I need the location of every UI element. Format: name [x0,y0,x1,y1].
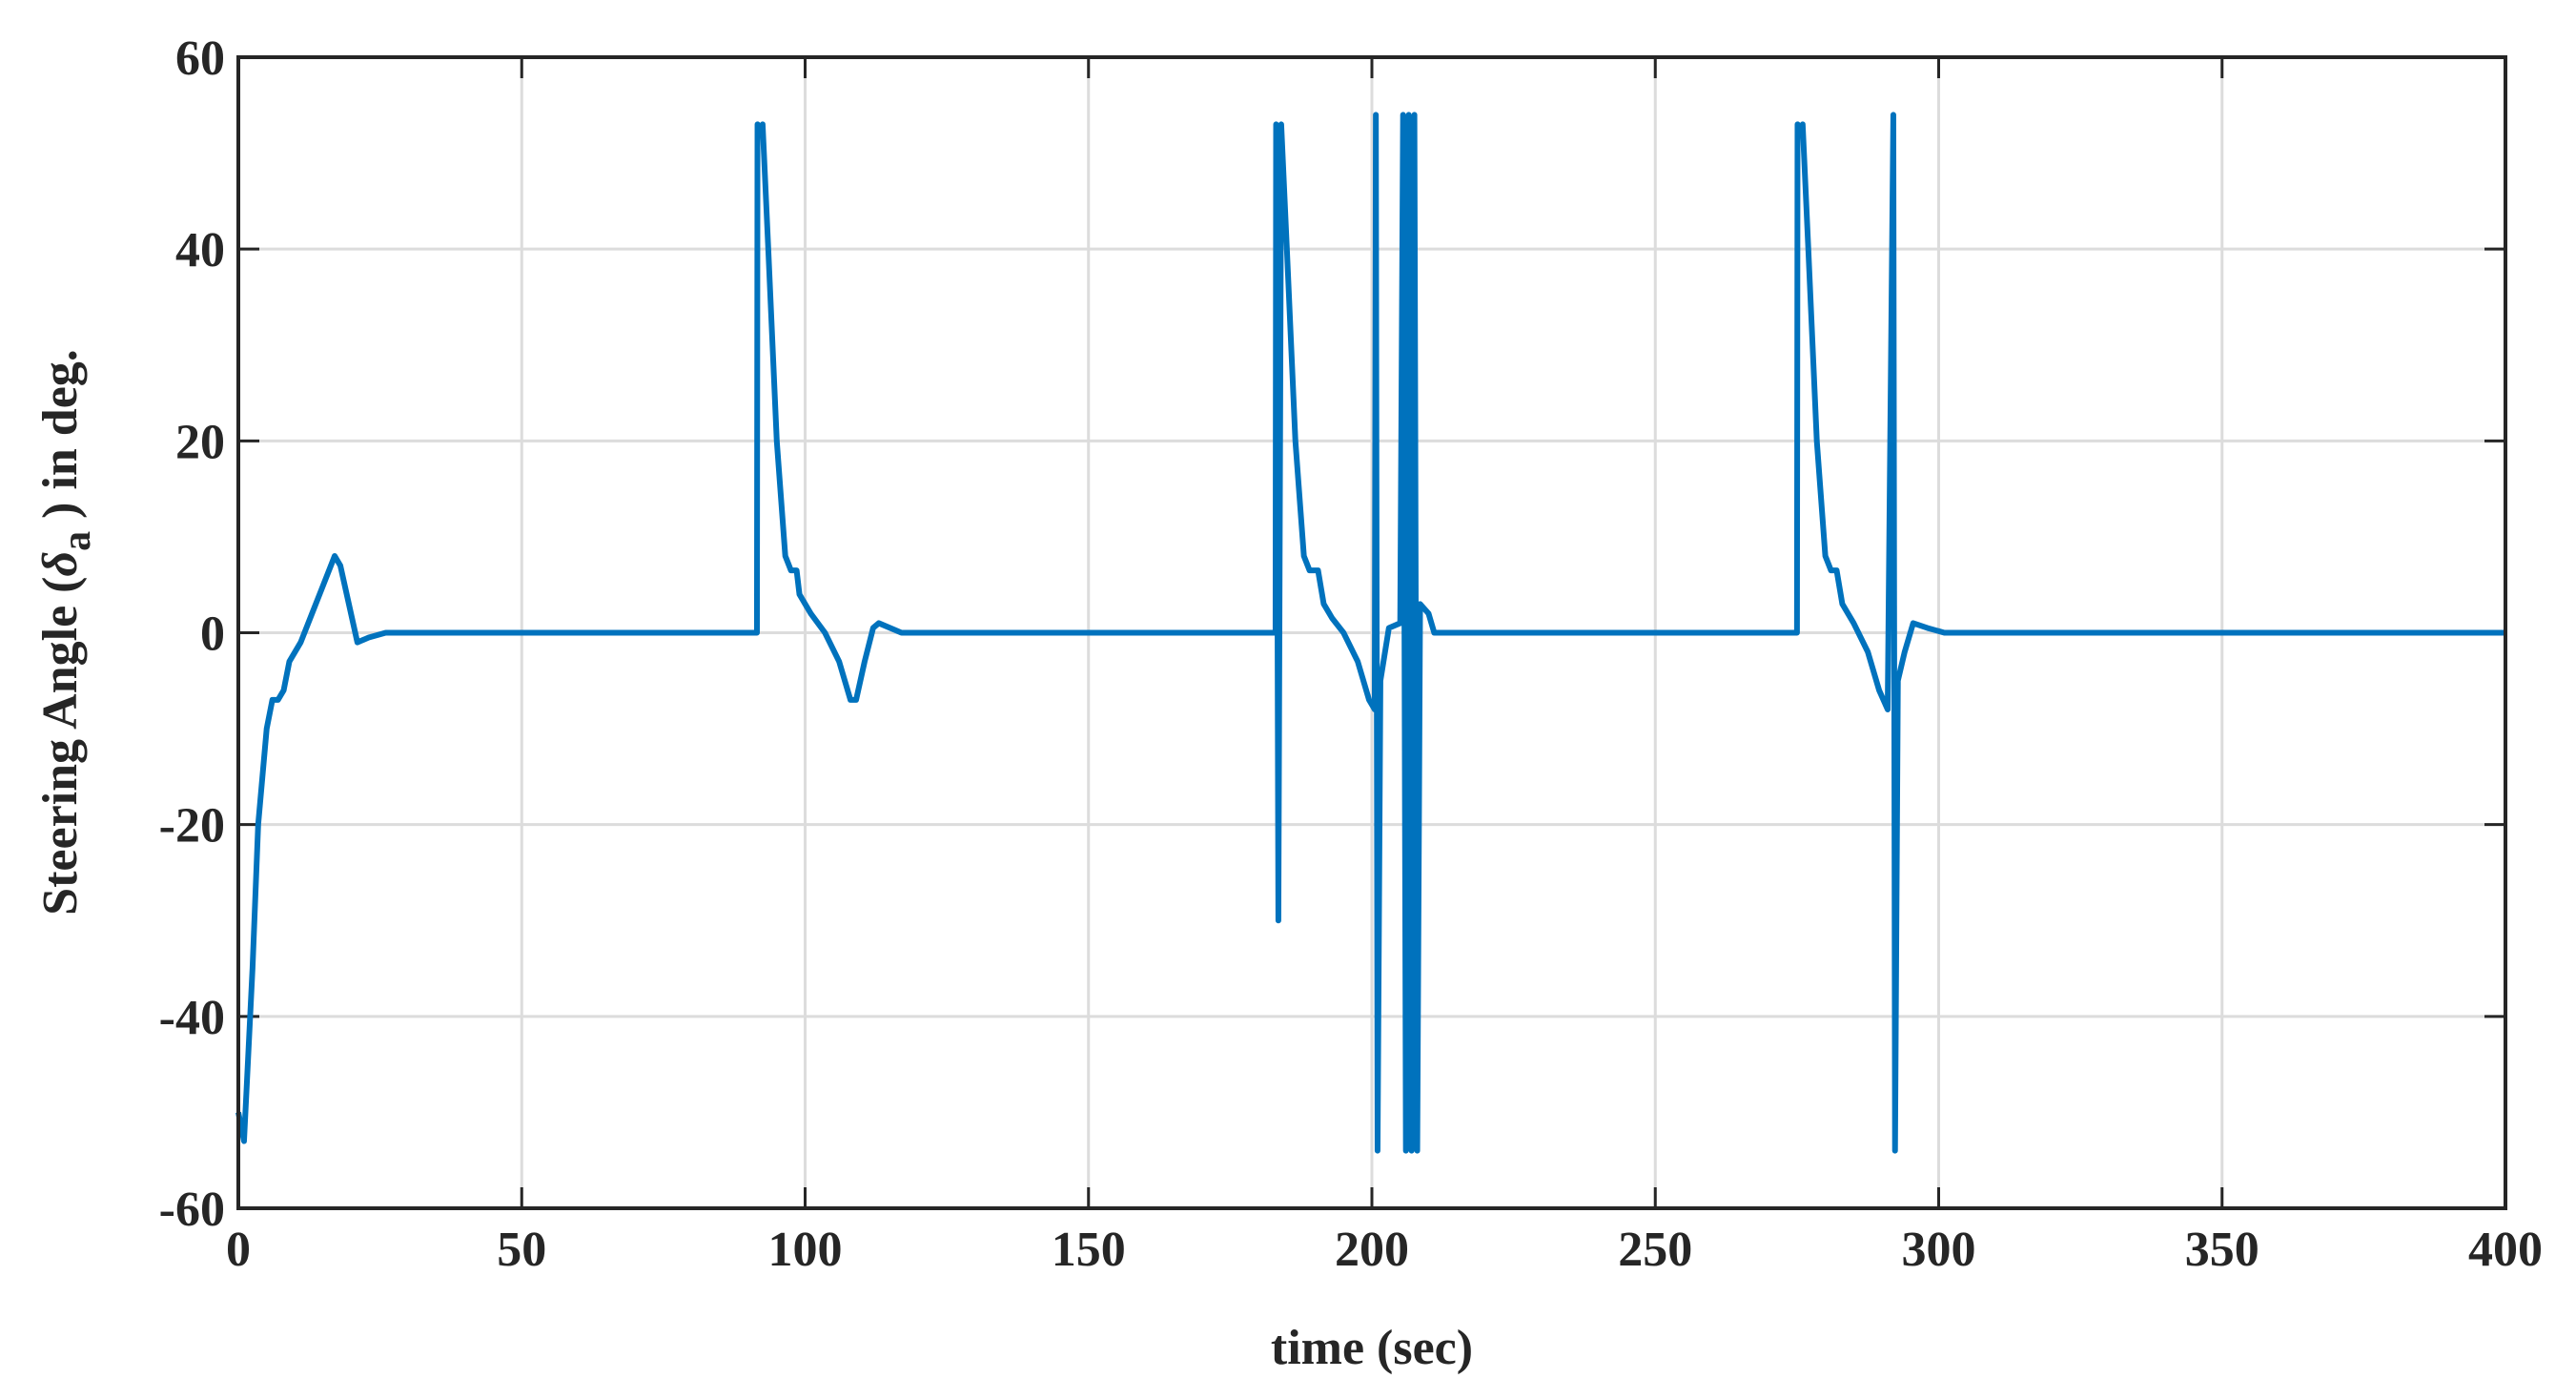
y-tick-label: 40 [175,223,225,278]
x-tick-label: 200 [1335,1223,1409,1277]
y-tick-label: -20 [159,799,225,854]
y-label-subscript: a [55,531,99,551]
x-tick-label: 0 [226,1223,251,1277]
y-label-text: Steering Angle ( [33,577,88,916]
x-axis-label: time (sec) [1271,1321,1473,1375]
y-tick-label: 20 [175,415,225,469]
y-label-text: ) in deg. [33,349,88,531]
x-tick-label: 150 [1052,1223,1126,1277]
x-tick-label: 400 [2468,1223,2543,1277]
plot-frame [236,55,2507,1210]
y-tick-label: 60 [175,31,225,86]
y-label-symbol: δ [33,551,88,577]
x-tick-label: 100 [768,1223,843,1277]
x-tick-label: 350 [2185,1223,2259,1277]
x-tick-label: 50 [497,1223,546,1277]
x-tick-label: 250 [1618,1223,1692,1277]
y-tick-label: -60 [159,1183,225,1237]
y-axis-label: Steering Angle (δa ) in deg. [33,349,99,916]
x-tick-label: 300 [1902,1223,1976,1277]
data-line [235,112,2505,1154]
y-tick-label: -40 [159,991,225,1045]
y-tick-label: 0 [200,607,225,662]
